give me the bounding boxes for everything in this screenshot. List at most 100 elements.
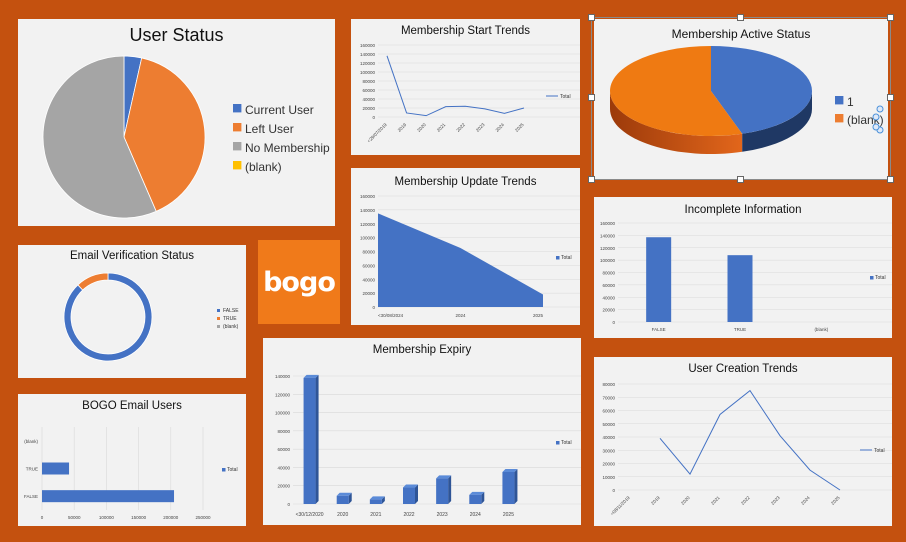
bogo-logo: bogo	[258, 240, 340, 324]
bar-top	[369, 496, 385, 500]
donut-segment	[77, 272, 109, 291]
legend-swatch	[835, 96, 844, 105]
x-tick-label: <29/07/2019	[366, 122, 388, 144]
x-tick-label: 2023	[770, 495, 781, 506]
y-tick-label: FALSE	[24, 494, 38, 499]
resize-handle-bl[interactable]	[588, 176, 595, 183]
x-tick-label: 2020	[680, 495, 691, 506]
email-verification-panel[interactable]: Email Verification Status FALSE TRUE (blan…	[18, 245, 246, 378]
membership-start-panel[interactable]: Membership Start Trends 0 20000 40000 60000…	[351, 19, 580, 155]
y-tick-label: 80000	[277, 429, 290, 434]
legend-swatch	[233, 142, 242, 151]
resize-handle-tm[interactable]	[737, 14, 744, 21]
user-creation-panel[interactable]: User Creation Trends 0 10000 20000 30000 400…	[594, 357, 892, 526]
y-tick-label: 30000	[602, 448, 615, 453]
bar	[42, 462, 70, 475]
x-tick-label: 2025	[533, 313, 544, 318]
bar-side	[348, 492, 352, 504]
x-tick-label: 150000	[131, 515, 147, 520]
legend-swatch	[233, 123, 242, 132]
x-tick-label: 2019	[650, 495, 661, 506]
resize-handle-mr[interactable]	[887, 94, 894, 101]
incomplete-info-panel[interactable]: Incomplete Information 0 20000 40000 60000 8…	[594, 197, 892, 338]
y-tick-label: (blank)	[24, 439, 38, 444]
chart-title: User Creation Trends	[688, 363, 798, 375]
bar	[502, 472, 515, 504]
y-tick-label: 40000	[362, 97, 375, 102]
y-tick-label: 0	[612, 320, 615, 325]
bar	[42, 490, 175, 503]
y-tick-label: 0	[287, 502, 290, 507]
resize-handle-tl[interactable]	[588, 14, 595, 21]
y-tick-label: 40000	[362, 277, 375, 282]
x-tick-label: 2022	[455, 122, 466, 133]
y-tick-label: 100000	[360, 236, 376, 241]
legend-label: Current User	[245, 103, 314, 117]
x-tick-label: 100000	[99, 515, 115, 520]
x-tick-label: 2023	[437, 512, 448, 518]
y-tick-label: 70000	[602, 395, 615, 400]
pie-slice	[610, 46, 743, 136]
x-tick-label: 2021	[370, 512, 381, 518]
user-status-panel[interactable]: User Status Current User Left User No Memb…	[18, 19, 335, 226]
resize-handle-ml[interactable]	[588, 94, 595, 101]
legend-label: (blank)	[223, 324, 239, 330]
legend-swatch	[217, 309, 220, 312]
bar-top	[303, 374, 319, 378]
x-tick-label: TRUE	[734, 327, 746, 332]
y-tick-label: 120000	[360, 61, 376, 66]
resize-handle-tr[interactable]	[887, 14, 894, 21]
chart-title: Incomplete Information	[684, 204, 802, 216]
membership-active-chart: 1(blank)	[610, 46, 884, 154]
y-tick-label: 50000	[602, 422, 615, 427]
bar-top	[436, 475, 452, 479]
y-tick-label: 0	[372, 115, 375, 120]
legend-label: Total	[874, 448, 885, 454]
y-tick-label: 120000	[275, 392, 291, 397]
bar-side	[514, 469, 518, 504]
legend-swatch	[222, 468, 226, 472]
legend-label: 1	[847, 95, 854, 109]
y-tick-label: 60000	[602, 409, 615, 414]
chart-title: Membership Start Trends	[400, 25, 531, 37]
series-area	[378, 213, 543, 307]
membership-expiry-panel[interactable]: Membership Expiry 0 20000 40000 60000 80000 1…	[263, 338, 581, 525]
x-tick-label: <30/12/2020	[296, 512, 324, 518]
x-tick-label: 2020	[337, 512, 348, 518]
bar	[646, 237, 672, 322]
bogo-email-panel[interactable]: BOGO Email Users 0 50000 100000 150000 20000…	[18, 394, 246, 526]
bar-top	[469, 491, 485, 495]
bar-side	[315, 374, 319, 504]
membership-expiry-chart: 0 20000 40000 60000 80000 100000 120000 140000 <…	[275, 374, 581, 518]
y-tick-label: 10000	[602, 475, 615, 480]
y-tick-label: 40000	[602, 435, 615, 440]
x-tick-label: 2021	[436, 122, 447, 133]
y-tick-label: 60000	[602, 283, 615, 288]
y-tick-label: 20000	[277, 484, 290, 489]
resize-handle-bm[interactable]	[737, 176, 744, 183]
legend-resize-handle	[872, 113, 880, 121]
chart-title: Membership Active Status	[671, 27, 811, 41]
membership-active-panel[interactable]: Membership Active Status 1 (blank)	[594, 19, 888, 179]
y-tick-label: 80000	[362, 79, 375, 84]
x-tick-label: 2019	[397, 122, 408, 133]
bar	[303, 377, 316, 504]
membership-update-panel[interactable]: Membership Update Trends 0 20000 40000 6000…	[351, 168, 580, 325]
y-tick-label: 160000	[360, 194, 376, 199]
y-tick-label: 80000	[602, 382, 615, 387]
y-tick-label: 120000	[360, 222, 376, 227]
legend-swatch	[233, 161, 242, 170]
bar-top	[502, 469, 518, 472]
membership-start-chart: 0 20000 40000 60000 80000 100000 120000 140000 1…	[360, 43, 580, 144]
legend-swatch	[556, 256, 560, 260]
y-tick-label: 20000	[362, 291, 375, 296]
chart-title: User Status	[129, 25, 224, 45]
x-tick-label: FALSE	[652, 327, 666, 332]
bar	[369, 499, 382, 504]
x-tick-label: 50000	[68, 515, 81, 520]
legend-label: FALSE	[223, 308, 239, 314]
y-tick-label: 40000	[602, 295, 615, 300]
x-tick-label: 2024	[455, 313, 466, 318]
resize-handle-br[interactable]	[887, 176, 894, 183]
donut-segment	[63, 272, 153, 362]
